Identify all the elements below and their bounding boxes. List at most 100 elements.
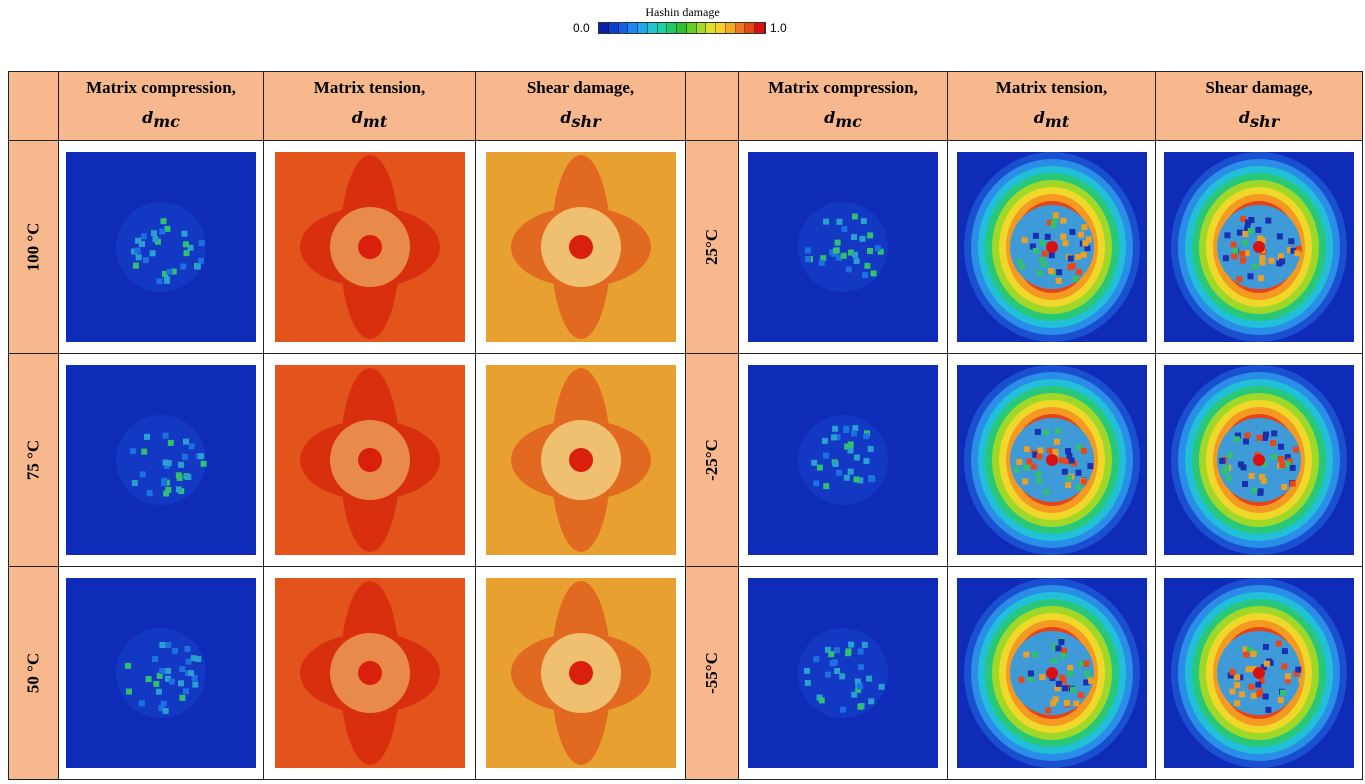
speckle: [1259, 474, 1265, 480]
symbol: d: [1034, 108, 1045, 127]
color-swatch: [667, 23, 677, 33]
row-label: 100 °C: [9, 141, 59, 354]
speckle: [1034, 429, 1040, 435]
speckle: [1251, 488, 1257, 494]
speckle: [828, 651, 834, 657]
subscript: shr: [1250, 118, 1279, 130]
contour-plot: [66, 152, 256, 342]
speckle: [836, 470, 842, 476]
speckle: [156, 689, 162, 695]
image-cell: [59, 141, 264, 354]
speckle: [858, 664, 864, 670]
speckle: [1031, 652, 1037, 658]
symbol: d: [352, 108, 363, 127]
speckle: [848, 442, 854, 448]
contour-plot: [66, 365, 256, 555]
temperature: 75 °C: [24, 436, 44, 485]
speckle: [875, 245, 881, 251]
speckle: [857, 704, 863, 710]
image-cell: [948, 354, 1156, 567]
speckle: [163, 460, 169, 466]
speckle: [141, 233, 147, 239]
speckle: [1054, 439, 1060, 445]
speckle: [1245, 432, 1251, 438]
speckle: [1295, 667, 1301, 673]
speckle: [1084, 670, 1090, 676]
color-swatch: [677, 23, 687, 33]
speckle: [1068, 458, 1074, 464]
speckle: [1055, 278, 1061, 284]
speckle: [868, 698, 874, 704]
contour-plot: [486, 152, 676, 342]
speckle: [879, 684, 885, 690]
speckle: [1222, 469, 1228, 475]
temperature: 100 °C: [24, 223, 44, 272]
speckle: [1276, 641, 1282, 647]
speckle: [1039, 674, 1045, 680]
impact-zone: [798, 628, 888, 718]
speckle: [853, 476, 859, 482]
speckle: [1055, 681, 1061, 687]
speckle: [1271, 430, 1277, 436]
speckle: [1242, 231, 1248, 237]
speckle: [1041, 251, 1047, 257]
speckle: [851, 234, 857, 240]
speckle: [1058, 639, 1064, 645]
image-cell: [1156, 354, 1363, 567]
color-swatch: [755, 23, 765, 33]
speckle: [189, 443, 195, 449]
image-cell: [739, 141, 948, 354]
speckle: [1070, 687, 1076, 693]
speckle: [1230, 669, 1236, 675]
contour-plot: [748, 152, 938, 342]
temperature: -55°C: [702, 647, 722, 699]
contour-plot: [1164, 152, 1354, 342]
impact-core: [358, 235, 382, 259]
speckle: [159, 668, 165, 674]
speckle: [1062, 685, 1068, 691]
speckle: [184, 646, 190, 652]
speckle: [805, 256, 811, 262]
contour-plot: [957, 578, 1147, 768]
speckle: [141, 449, 147, 455]
subscript-text: mt: [363, 112, 387, 131]
speckle: [1052, 449, 1058, 455]
speckle: [1019, 264, 1025, 270]
column-header: Shear damage,dshr: [1156, 72, 1363, 141]
speckle: [1257, 435, 1263, 441]
speckle: [1248, 273, 1254, 279]
speckle: [183, 439, 189, 445]
speckle: [1041, 261, 1047, 267]
impact-zone: [116, 415, 206, 505]
row-label: -55°C: [686, 567, 739, 780]
speckle: [1278, 456, 1284, 462]
subscript: mc: [153, 118, 180, 130]
speckle: [852, 425, 858, 431]
impact-core: [1046, 667, 1058, 679]
image-cell: [59, 567, 264, 780]
header-label: Matrix tension,: [264, 73, 475, 103]
speckle: [833, 461, 839, 467]
speckle: [139, 241, 145, 247]
header-symbol: dmc: [59, 103, 263, 139]
subscript-text: shr: [1250, 112, 1279, 131]
speckle: [201, 461, 207, 467]
speckle: [1227, 452, 1233, 458]
speckle: [136, 254, 142, 260]
speckle: [1075, 254, 1081, 260]
speckle: [167, 269, 173, 275]
symbol: d: [142, 108, 153, 127]
speckle: [178, 462, 184, 468]
speckle: [1265, 707, 1271, 713]
image-cell: [59, 354, 264, 567]
speckle: [1056, 269, 1062, 275]
speckle: [1242, 240, 1248, 246]
speckle: [1223, 255, 1229, 261]
speckle: [1061, 469, 1067, 475]
speckle: [848, 642, 854, 648]
speckle: [869, 476, 875, 482]
speckle: [1288, 238, 1294, 244]
legend-title: Hashin damage: [0, 5, 1365, 20]
speckle: [805, 247, 811, 253]
speckle: [1077, 232, 1083, 238]
